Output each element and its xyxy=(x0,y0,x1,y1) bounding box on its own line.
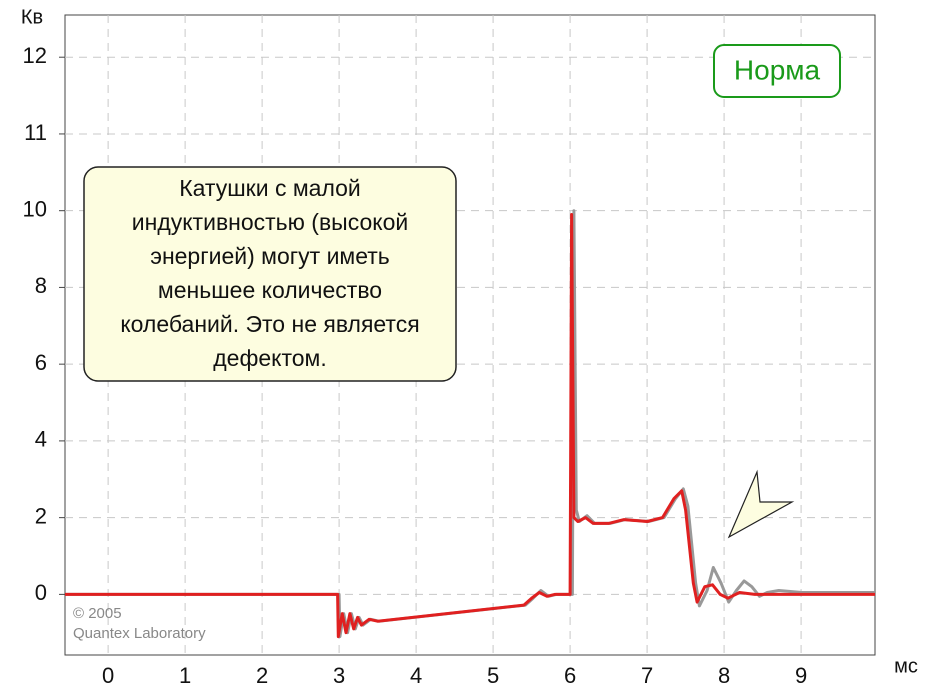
x-axis-label: мс xyxy=(894,655,918,677)
note-box xyxy=(83,166,457,382)
y-tick-label: 2 xyxy=(35,503,47,528)
copyright-line: © 2005 xyxy=(73,605,122,622)
copyright-line: Quantex Laboratory xyxy=(73,625,206,642)
note-line: дефектом. xyxy=(213,345,327,371)
y-tick-label: 8 xyxy=(35,273,47,298)
x-tick-label: 3 xyxy=(333,663,345,688)
y-tick-label: 12 xyxy=(23,43,47,68)
y-axis-label: Кв xyxy=(21,6,43,28)
x-tick-label: 8 xyxy=(718,663,730,688)
x-tick-label: 9 xyxy=(795,663,807,688)
x-tick-label: 2 xyxy=(256,663,268,688)
status-box xyxy=(713,44,841,98)
status: Норма xyxy=(734,54,821,85)
note-line: меньшее количество xyxy=(158,277,382,303)
x-tick-label: 0 xyxy=(102,663,114,688)
lines xyxy=(65,209,875,639)
y-tick-label: 6 xyxy=(35,350,47,375)
note-line: энергией) могут иметь xyxy=(150,243,390,269)
y-tick-label: 0 xyxy=(35,580,47,605)
x-tick-label: 1 xyxy=(179,663,191,688)
series-line xyxy=(65,213,875,639)
note-line: колебаний. Это не является xyxy=(120,311,419,337)
note: Катушки с малой индуктивностью (высокой эн… xyxy=(120,175,419,371)
x-tick-label: 4 xyxy=(410,663,422,688)
y-tick-label: 4 xyxy=(35,427,47,452)
copyright: © 2005 Quantex Laboratory xyxy=(73,605,206,642)
y-tick-label: 10 xyxy=(23,196,47,221)
x-tick-label: 5 xyxy=(487,663,499,688)
note-line: Катушки с малой xyxy=(179,175,361,201)
pointer-icon xyxy=(727,469,795,539)
x-tick-label: 6 xyxy=(564,663,576,688)
y-tick-label: 11 xyxy=(24,120,47,145)
x-tick-label: 7 xyxy=(641,663,653,688)
note-line: индуктивностью (высокой xyxy=(132,209,408,235)
